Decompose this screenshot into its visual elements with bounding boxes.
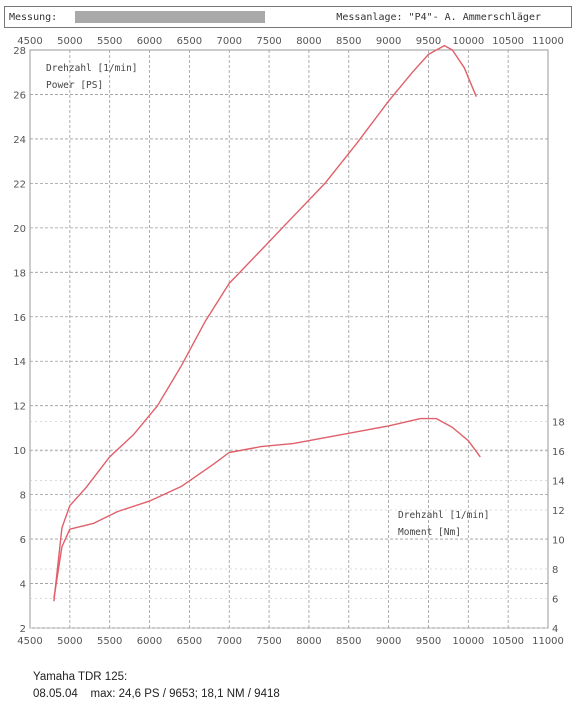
legend-bottom-entry: Drehzahl [1/min]: [398, 510, 490, 521]
x-tick-label-bottom: 7500: [256, 636, 281, 647]
x-tick-label-bottom: 9000: [376, 636, 401, 647]
max-summary: 08.05.04 max: 24,6 PS / 9653; 18,1 NM / …: [33, 688, 280, 700]
x-tick-label-bottom: 5000: [57, 636, 82, 647]
legend-top-entry: Drehzahl [1/min]: [46, 63, 138, 74]
y-right-tick-label: 6: [552, 595, 558, 606]
x-tick-label-bottom: 9500: [416, 636, 441, 647]
x-tick-label-top: 9500: [416, 36, 441, 47]
y-left-tick-label: 26: [13, 90, 26, 101]
power-curve: [53, 44, 477, 602]
x-tick-label-top: 7500: [256, 36, 281, 47]
y-left-tick-label: 8: [20, 491, 26, 502]
x-tick-label-bottom: 11000: [532, 636, 564, 647]
x-tick-label-bottom: 8000: [296, 636, 321, 647]
y-left-tick-label: 18: [13, 268, 26, 279]
x-tick-label-top: 9000: [376, 36, 401, 47]
x-tick-label-top: 10000: [452, 36, 484, 47]
plot-frame: [29, 49, 549, 629]
y-left-tick-label: 2: [20, 624, 26, 635]
x-tick-label-bottom: 7000: [217, 636, 242, 647]
x-tick-label-top: 7000: [217, 36, 242, 47]
facility-label: Messanlage: "P4"- A. Ammerschläger: [336, 12, 541, 23]
vehicle-model: Yamaha TDR 125:: [33, 671, 128, 683]
x-tick-label-bottom: 4500: [17, 636, 42, 647]
x-tick-label-top: 6000: [137, 36, 162, 47]
measurement-header: Messung: Messanlage: "P4"- A. Ammerschlä…: [4, 6, 572, 28]
y-left-tick-label: 24: [13, 135, 26, 146]
x-tick-label-top: 6500: [177, 36, 202, 47]
legend-top-entry: Power [PS]: [46, 80, 103, 91]
y-left-tick-label: 10: [13, 446, 26, 457]
x-tick-label-top: 8500: [336, 36, 361, 47]
y-right-tick-label: 18: [552, 418, 565, 429]
measurement-label: Messung:: [9, 12, 58, 23]
y-right-tick-label: 14: [552, 477, 565, 488]
y-left-tick-label: 16: [13, 313, 26, 324]
y-left-tick-label: 12: [13, 402, 26, 413]
y-left-tick-label: 22: [13, 179, 26, 190]
x-tick-label-top: 10500: [492, 36, 524, 47]
y-left-tick-label: 6: [20, 535, 26, 546]
torque-curve: [53, 417, 481, 599]
y-right-tick-label: 10: [552, 536, 565, 547]
x-tick-label-bottom: 6000: [137, 636, 162, 647]
y-left-tick-label: 4: [20, 580, 26, 591]
y-right-tick-label: 8: [552, 565, 558, 576]
y-right-tick-label: 4: [552, 624, 558, 635]
x-tick-label-bottom: 5500: [97, 636, 122, 647]
y-right-tick-label: 16: [552, 447, 565, 458]
y-right-tick-label: 12: [552, 506, 565, 517]
x-tick-label-top: 11000: [532, 36, 564, 47]
x-tick-label-top: 5000: [57, 36, 82, 47]
y-left-tick-label: 14: [13, 357, 26, 368]
x-tick-label-top: 4500: [17, 36, 42, 47]
x-tick-label-bottom: 6500: [177, 636, 202, 647]
y-left-tick-label: 28: [13, 46, 26, 57]
x-tick-label-top: 5500: [97, 36, 122, 47]
x-tick-label-top: 8000: [296, 36, 321, 47]
legend-bottom-entry: Moment [Nm]: [398, 527, 461, 538]
x-tick-label-bottom: 10500: [492, 636, 524, 647]
x-tick-label-bottom: 10000: [452, 636, 484, 647]
x-tick-label-bottom: 8500: [336, 636, 361, 647]
measurement-value-redacted: [75, 11, 265, 23]
y-left-tick-label: 20: [13, 224, 26, 235]
